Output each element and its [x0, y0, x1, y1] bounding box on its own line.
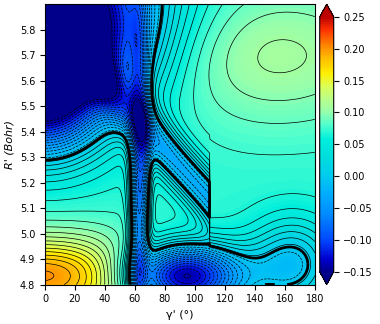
X-axis label: γ' (°): γ' (°): [166, 310, 194, 320]
PathPatch shape: [320, 272, 334, 284]
Y-axis label: R' (Bohr): R' (Bohr): [4, 120, 14, 169]
PathPatch shape: [320, 4, 334, 17]
